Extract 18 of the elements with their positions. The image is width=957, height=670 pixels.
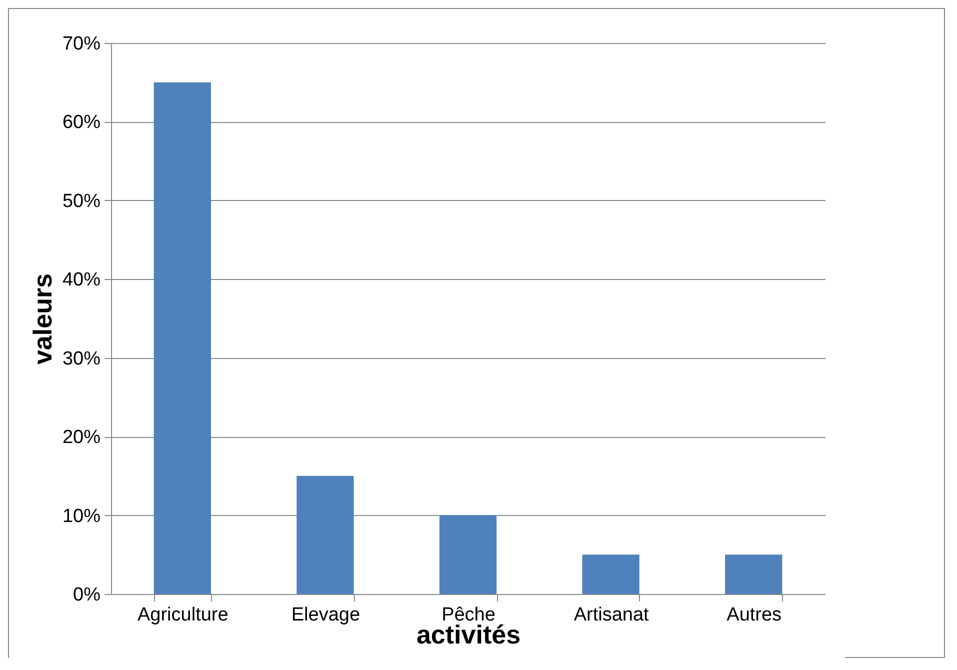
y-tick-label: 70% (62, 34, 101, 54)
x-tick-label: Agriculture (137, 604, 228, 626)
y-tick-label: 30% (62, 348, 101, 370)
y-tick-label: 0% (73, 584, 101, 606)
bar (582, 554, 640, 594)
y-tick-label: 40% (62, 270, 101, 291)
bar (296, 476, 354, 594)
x-tick-label: Elevage (291, 604, 360, 626)
y-tick-label: 50% (62, 190, 101, 212)
y-tick-label: 60% (62, 112, 101, 134)
y-axis-title: valeurs (27, 273, 58, 365)
x-tick-label: Autres (726, 604, 782, 626)
y-tick-label: 10% (62, 506, 101, 527)
bar (725, 554, 782, 594)
x-tick-label: Artisanat (574, 604, 650, 626)
y-tick-label: 20% (62, 427, 101, 448)
bar (439, 515, 497, 594)
bar (154, 82, 211, 594)
